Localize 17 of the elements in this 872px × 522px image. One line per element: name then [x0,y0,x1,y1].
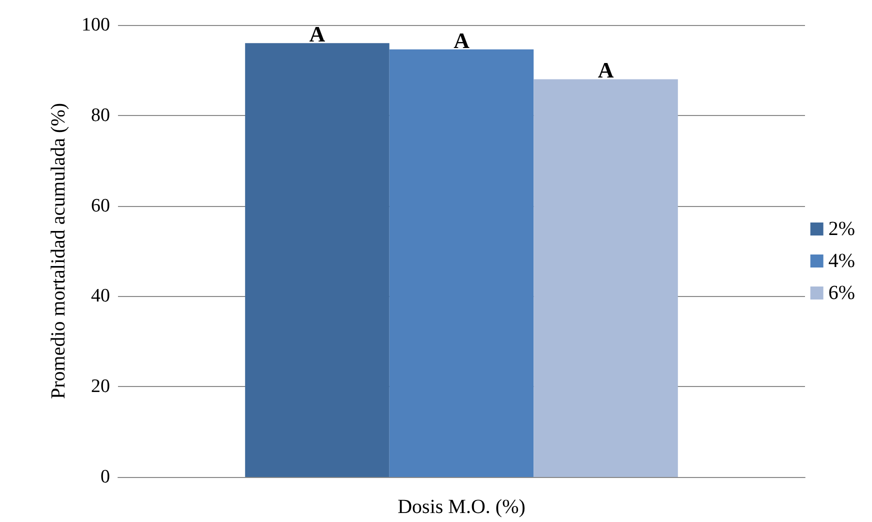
bar [389,49,534,477]
data-label: A [454,28,470,53]
y-tick-label: 0 [100,466,110,488]
y-tick-label: 60 [91,195,110,216]
legend-label: 2% [828,218,856,240]
y-axis-title: Promedio mortalidad acumulada (%) [48,102,70,400]
y-tick-label: 100 [82,14,110,36]
x-axis-title: Dosis M.O. (%) [398,496,526,518]
data-label: A [598,58,614,83]
y-tick-label: 40 [91,286,110,307]
bar [245,43,390,477]
legend-label: 6% [828,282,856,304]
y-tick-label: 80 [91,104,110,126]
y-tick-label: 20 [91,376,110,398]
bar [534,79,678,477]
legend-label: 4% [828,250,856,272]
data-label: A [309,22,326,47]
